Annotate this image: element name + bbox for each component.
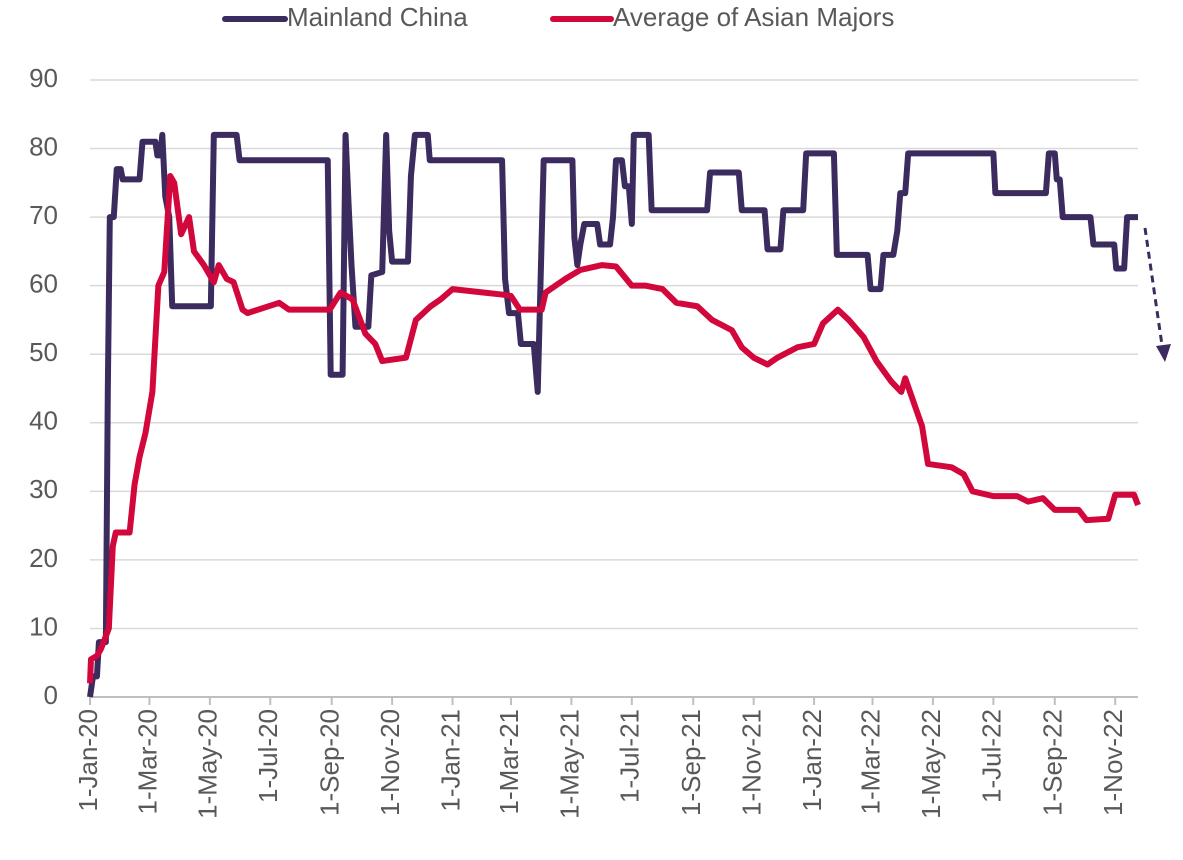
series-line xyxy=(87,172,1141,684)
y-tick-label: 70 xyxy=(29,200,58,230)
y-tick-label: 60 xyxy=(29,269,58,299)
x-tick-label: 1-Jul-20 xyxy=(253,709,283,803)
y-tick-label: 50 xyxy=(29,337,58,367)
series-line xyxy=(87,131,1138,698)
x-tick-label: 1-May-22 xyxy=(916,709,946,819)
x-tick-label: 1-Sep-22 xyxy=(1038,709,1068,816)
y-tick-label: 20 xyxy=(29,543,58,573)
x-tick-label: 1-Sep-20 xyxy=(315,709,345,816)
x-tick-label: 1-Jan-20 xyxy=(73,709,103,812)
x-tick-label: 1-Nov-20 xyxy=(375,709,405,816)
x-tick-label: 1-Jan-21 xyxy=(435,709,465,812)
x-tick-label: 1-Mar-22 xyxy=(855,709,885,814)
x-tick-label: 1-May-21 xyxy=(554,709,584,819)
x-tick-label: 1-Jul-22 xyxy=(976,709,1006,803)
y-tick-label: 80 xyxy=(29,131,58,161)
annotation-arrow xyxy=(1143,227,1165,353)
legend-label: Average of Asian Majors xyxy=(613,2,894,32)
x-tick-label: 1-Sep-21 xyxy=(676,709,706,816)
x-tick-label: 1-Nov-22 xyxy=(1098,709,1128,816)
y-tick-label: 40 xyxy=(29,406,58,436)
x-tick-label: 1-Mar-20 xyxy=(132,709,162,814)
y-tick-label: 0 xyxy=(44,680,58,710)
x-tick-label: 1-Jul-21 xyxy=(615,709,645,803)
y-tick-label: 90 xyxy=(29,63,58,93)
x-tick-label: 1-Mar-21 xyxy=(494,709,524,814)
y-tick-label: 10 xyxy=(29,611,58,641)
x-tick-label: 1-May-20 xyxy=(193,709,223,819)
legend-label: Mainland China xyxy=(287,2,468,32)
y-tick-label: 30 xyxy=(29,474,58,504)
annotation-arrowhead xyxy=(1156,344,1171,362)
x-tick-label: 1-Jan-22 xyxy=(797,709,827,812)
x-tick-label: 1-Nov-21 xyxy=(737,709,767,816)
